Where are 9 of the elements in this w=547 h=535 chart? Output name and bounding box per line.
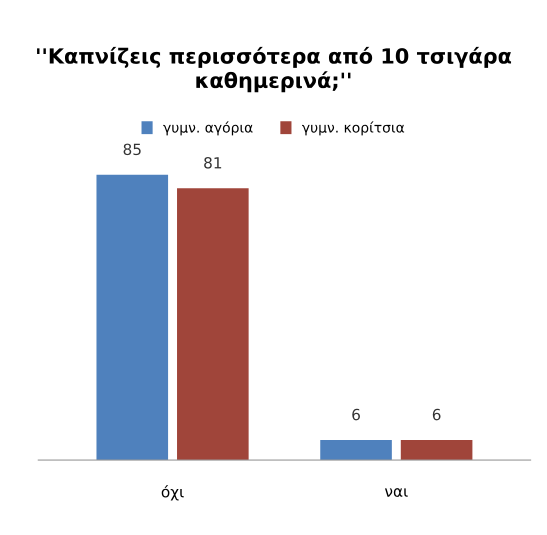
data-label: 6: [352, 408, 360, 420]
x-tick-label: όχι: [162, 485, 184, 501]
legend-label: γυμν. κορίτσια: [302, 121, 404, 136]
data-label: 81: [204, 157, 222, 169]
data-label: 85: [124, 144, 141, 156]
data-label: 6: [432, 408, 441, 420]
x-tick-label: ναι: [384, 488, 408, 497]
legend-label: γυμν. αγόρια: [163, 121, 253, 136]
chart-title: ''Καπνίζεις περισσότερα από 10 τσιγάρα καθημερινά;'': [37, 46, 512, 92]
